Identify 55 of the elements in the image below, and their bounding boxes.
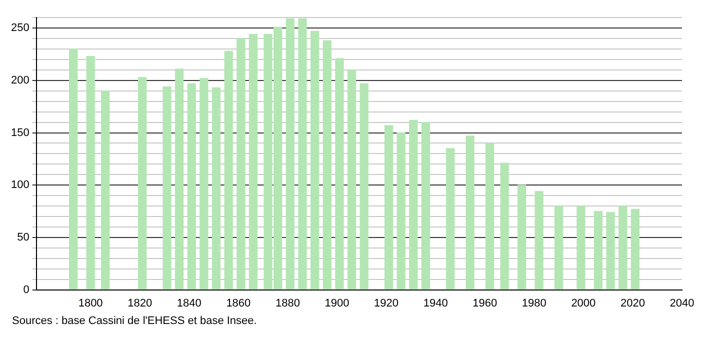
bar [606,212,615,290]
x-tick-label: 2040 [670,297,694,310]
source-note: Sources : base Cassini de l'EHESS et base Insee. [12,315,258,327]
x-tick-label: 1840 [176,297,202,310]
bar [360,83,368,290]
bar [224,50,233,290]
bar [236,38,246,290]
x-tick-label: 1900 [324,297,350,310]
bar [396,132,406,290]
x-tick-label: 1940 [423,297,448,310]
bar [466,136,474,290]
x-tick-label: 1860 [226,297,251,310]
bar [162,86,172,290]
bar [576,206,586,290]
bar [594,210,603,290]
bar [517,184,526,290]
x-tick-label: 1800 [78,297,103,310]
bar [618,206,628,290]
bar [485,142,494,290]
bar [187,83,196,290]
bar [286,18,295,290]
x-tick-label: 1960 [472,297,498,310]
bar [200,78,208,290]
y-tick-label: 200 [10,74,30,86]
y-tick-label: 50 [17,231,30,244]
bar [446,148,455,290]
bar [335,58,344,290]
bar [630,208,640,290]
bar [554,206,564,290]
bar [138,76,147,290]
x-tick-label: 1920 [374,297,399,310]
bar [298,18,307,290]
bar [101,90,110,290]
bar [534,191,544,290]
bar [322,40,332,290]
bar [174,68,184,290]
x-tick-label: 1820 [128,297,152,310]
y-tick-label: 150 [10,126,30,139]
x-tick-label: 1980 [522,297,546,310]
bar [310,30,320,290]
y-tick-label: 0 [23,284,30,296]
y-tick-label: 100 [10,179,30,192]
bar [409,120,418,290]
x-tick-label: 2020 [620,297,645,310]
x-tick-label: 1880 [275,297,300,310]
bar [500,162,509,290]
bar [347,70,356,290]
y-tick-label: 250 [10,22,30,34]
bar [421,122,430,290]
bar [212,87,221,290]
bar [248,34,258,290]
bar [68,48,78,290]
bar [86,56,95,290]
bar [384,125,394,290]
x-tick-label: 2000 [571,297,596,310]
